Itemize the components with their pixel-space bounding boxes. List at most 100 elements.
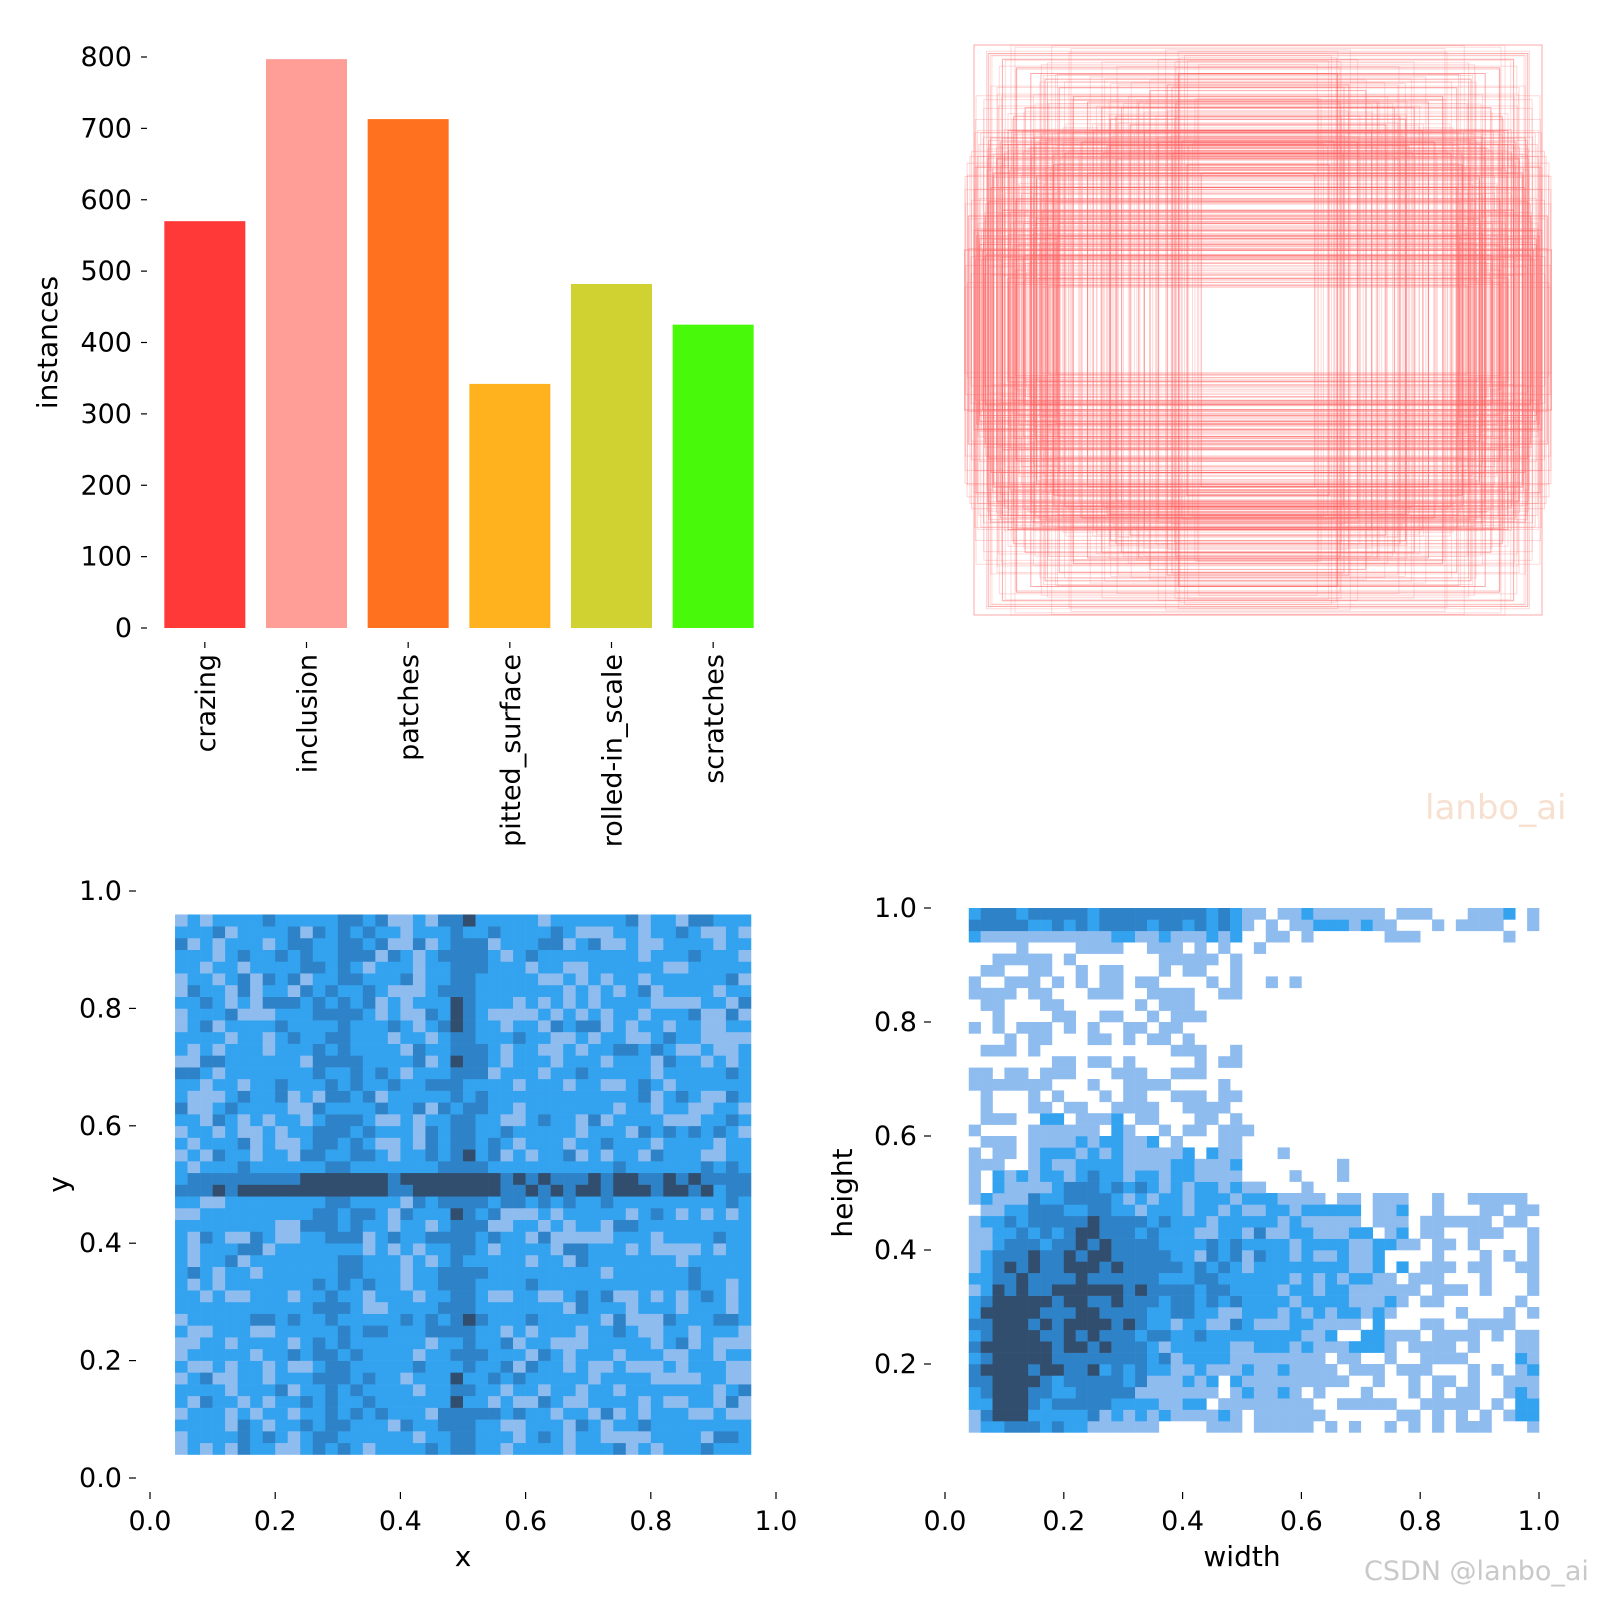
heatmap-cell <box>625 961 639 974</box>
heatmap-cell <box>1051 1170 1065 1182</box>
heatmap-cell <box>500 1043 514 1056</box>
heatmap-cell <box>325 984 339 997</box>
heatmap-cell <box>300 1184 314 1197</box>
heatmap-cell <box>1099 1033 1112 1046</box>
heatmap-cell <box>287 1419 301 1432</box>
heatmap-cell <box>1527 1364 1540 1376</box>
bbox-outline <box>1117 122 1399 538</box>
heatmap-cell <box>412 1031 426 1044</box>
heatmap-cell <box>968 1318 981 1331</box>
heatmap-cell <box>1099 965 1112 977</box>
heatmap-cell <box>350 1043 364 1056</box>
heatmap-cell <box>1408 1238 1421 1251</box>
heatmap-cell <box>550 1125 564 1138</box>
heatmap-cell <box>575 1243 589 1256</box>
heatmap-cell <box>625 1384 639 1397</box>
heatmap-cell <box>980 987 993 1000</box>
bbox-outline <box>983 99 1533 561</box>
heatmap-cell <box>362 1360 376 1373</box>
heatmap-cell <box>525 1102 539 1115</box>
heatmap-cell <box>237 1090 251 1103</box>
heatmap-cell <box>1206 1329 1219 1342</box>
bbox-outline <box>1017 142 1499 518</box>
heatmap-cell <box>1194 953 1207 966</box>
heatmap-cell <box>375 1161 389 1174</box>
bbox-outline <box>993 177 1523 483</box>
heatmap-cell <box>1111 1318 1124 1331</box>
heatmap-cell <box>337 1043 351 1056</box>
heatmap-cell <box>638 1313 652 1326</box>
heatmap-cell <box>250 1266 263 1279</box>
heatmap-cell <box>500 1313 514 1326</box>
heatmap-cell <box>1004 1250 1017 1262</box>
heatmap-cell <box>525 1031 539 1044</box>
heatmap-cell <box>738 1031 752 1044</box>
heatmap-cell <box>1111 1147 1124 1160</box>
heatmap-cell <box>1337 1375 1350 1388</box>
heatmap-cell <box>287 1137 301 1150</box>
heatmap-cell <box>337 973 351 986</box>
heatmap-cell <box>688 1137 702 1150</box>
heatmap-cell <box>250 937 263 950</box>
heatmap-cell <box>437 1008 451 1021</box>
heatmap-cell <box>300 1207 314 1221</box>
y-tick-label: 1.0 <box>874 893 917 924</box>
heatmap-cell <box>275 1102 289 1115</box>
heatmap-cell <box>1527 1386 1540 1399</box>
heatmap-cell <box>1432 1238 1445 1251</box>
heatmap-cell <box>1170 1341 1183 1353</box>
heatmap-cell <box>1242 1238 1255 1251</box>
heatmap-cell <box>475 1055 489 1068</box>
y-tick-label: 200 <box>80 470 132 501</box>
heatmap-cell <box>337 1184 351 1197</box>
heatmap-cell <box>1063 1158 1076 1171</box>
heatmap-cell <box>538 1043 551 1056</box>
heatmap-cell <box>550 1137 564 1150</box>
heatmap-cell <box>437 1196 451 1209</box>
heatmap-cell <box>1408 908 1421 920</box>
heatmap-cell <box>1515 1215 1528 1228</box>
heatmap-cell <box>1337 1261 1350 1274</box>
heatmap-cell <box>262 1337 276 1350</box>
heatmap-cell <box>200 961 213 974</box>
heatmap-cell <box>550 1031 564 1044</box>
heatmap-cell <box>1360 1341 1373 1353</box>
heatmap-cell <box>325 1114 339 1127</box>
heatmap-cell <box>638 949 652 962</box>
heatmap-cell <box>1170 1022 1183 1034</box>
bbox-outline <box>1028 262 1488 398</box>
bbox-outline <box>1001 256 1515 404</box>
heatmap-cell <box>250 996 263 1009</box>
heatmap-cell <box>738 1372 752 1385</box>
heatmap-cell <box>275 1442 289 1455</box>
heatmap-cell <box>1087 1295 1100 1308</box>
heatmap-cell <box>1277 1204 1290 1217</box>
heatmap-cell <box>1158 1261 1172 1274</box>
heatmap-cell <box>600 1090 614 1103</box>
heatmap-cell <box>250 1078 263 1091</box>
heatmap-cell <box>550 1254 564 1267</box>
y-axis-label: instances <box>31 276 64 409</box>
heatmap-cell <box>212 1090 226 1103</box>
heatmap-cell <box>450 1149 464 1162</box>
bbox-outline <box>1057 245 1459 415</box>
heatmap-cell <box>1527 1272 1540 1285</box>
heatmap-cell <box>1443 1375 1457 1388</box>
heatmap-cell <box>1004 908 1017 920</box>
heatmap-cell <box>1467 919 1480 932</box>
heatmap-cell <box>450 1372 464 1385</box>
heatmap-cell <box>650 1290 664 1303</box>
bbox-outline <box>1041 247 1475 413</box>
heatmap-cell <box>175 1090 188 1103</box>
heatmap-cell <box>275 1078 289 1091</box>
heatmap-cell <box>968 1409 981 1422</box>
heatmap-cell <box>588 1325 602 1338</box>
heatmap-cell <box>488 1090 501 1103</box>
heatmap-cell <box>488 1055 501 1068</box>
heatmap-cell <box>275 1360 289 1373</box>
heatmap-cell <box>980 1272 993 1285</box>
heatmap-cell <box>625 1184 639 1197</box>
heatmap-cell <box>968 1227 981 1239</box>
heatmap-cell <box>663 984 677 997</box>
bbox-outline <box>982 249 1534 411</box>
